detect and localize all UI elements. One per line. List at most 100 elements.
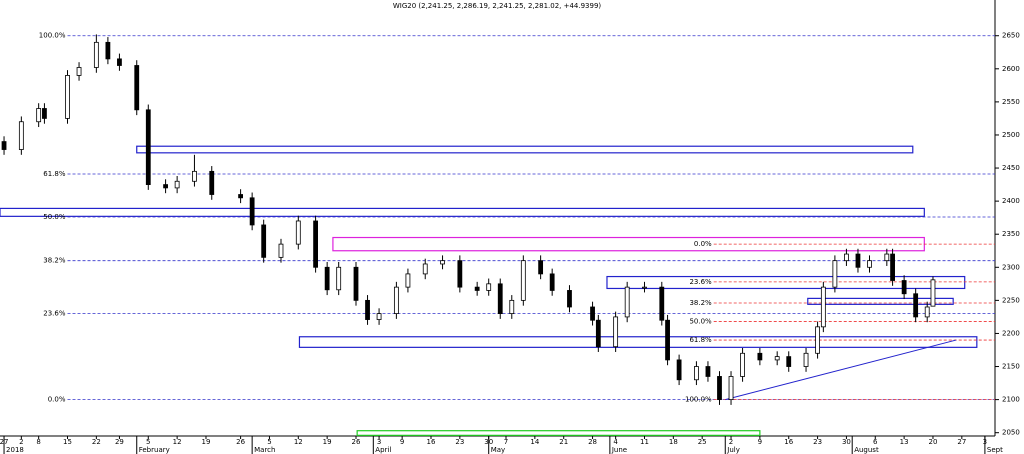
x-tick-label: 27 [957, 438, 966, 446]
fib-label: 38.2% [43, 257, 66, 265]
y-tick-label: 2550 [1002, 98, 1020, 106]
x-tick-label: 6 [873, 438, 878, 446]
candle-body [728, 376, 734, 401]
x-tick-label: 13 [900, 438, 909, 446]
fib-label: 50.0% [43, 213, 66, 221]
candle-body [249, 197, 255, 226]
x-tick-label: 19 [202, 438, 211, 446]
candle-body [192, 170, 197, 182]
x-tick-label: 9 [758, 438, 762, 446]
x-tick-label: 8 [36, 438, 40, 446]
y-tick-label: 2600 [1002, 65, 1020, 73]
x-tick-label: 20 [929, 438, 938, 446]
candle-body [590, 306, 595, 321]
candle-body [884, 253, 890, 262]
x-tick-label: 29 [115, 438, 124, 446]
trendline [725, 339, 957, 401]
zone [606, 275, 966, 290]
y-tick-label: 2350 [1002, 230, 1020, 238]
candle-body [353, 266, 359, 301]
candle-body [659, 286, 665, 321]
candle-body [365, 299, 370, 320]
x-tick-label: 2 [729, 438, 733, 446]
month-label: August [854, 446, 879, 454]
y-tick-label: 2100 [1002, 396, 1020, 404]
candle-body [76, 67, 82, 76]
candle-body [786, 356, 792, 367]
candle-body [18, 121, 24, 150]
candle-body [117, 58, 122, 66]
candle-body [520, 260, 526, 301]
candle-body [209, 170, 215, 195]
fib-label: 0.0% [694, 240, 712, 248]
candle-body [405, 273, 411, 288]
candle-body [376, 313, 382, 320]
candle-body [163, 184, 168, 189]
candle-body [261, 224, 267, 258]
candle-body [336, 266, 342, 291]
candle-body [694, 366, 699, 381]
candle-body [105, 41, 111, 60]
y-tick-label: 2250 [1002, 296, 1020, 304]
x-tick-label: 5 [146, 438, 150, 446]
x-tick-label: 30 [842, 438, 851, 446]
month-label: 2018 [6, 446, 24, 454]
y-tick-label: 2650 [1002, 32, 1020, 40]
candle-body [890, 253, 895, 281]
month-label: February [139, 446, 170, 454]
x-tick-label: 4 [613, 438, 618, 446]
candle-body [803, 352, 809, 367]
x-tick-label: 23 [813, 438, 822, 446]
candle-body [134, 65, 140, 111]
x-tick-label: 14 [530, 438, 539, 446]
month-label: June [611, 446, 627, 454]
fib-label: 23.6% [43, 310, 66, 318]
candle-body [740, 352, 745, 377]
candle-body [820, 286, 826, 328]
zone [356, 430, 761, 436]
candle-body [624, 286, 630, 318]
candle-body [913, 293, 919, 318]
candle-body [145, 109, 151, 185]
candle-body [497, 283, 503, 315]
candle-body [474, 286, 480, 291]
x-tick-label: 19 [323, 438, 332, 446]
zone [0, 207, 925, 217]
candle-body [717, 376, 722, 401]
y-tick-label: 2150 [1002, 363, 1020, 371]
candle-body [815, 326, 820, 354]
candle-body [65, 75, 70, 119]
month-label: April [375, 446, 391, 454]
x-tick-label: 12 [294, 438, 303, 446]
candle-body [832, 260, 838, 288]
y-tick-label: 2050 [1002, 429, 1020, 437]
month-label: May [491, 446, 505, 454]
candle-body [774, 356, 780, 361]
candle-body [844, 253, 849, 262]
candle-body [595, 319, 601, 348]
x-tick-label: 7 [504, 438, 508, 446]
candle-body [36, 108, 42, 123]
candle-body [930, 279, 936, 307]
fib-label: 23.6% [689, 278, 712, 286]
x-tick-label: 16 [784, 438, 793, 446]
x-tick-label: 9 [400, 438, 404, 446]
candle-body [42, 108, 47, 119]
candle-body [422, 263, 428, 275]
candle-body [93, 41, 99, 68]
candle-body [295, 220, 301, 245]
candle-body [549, 273, 555, 291]
zone [807, 297, 954, 305]
candle-body [313, 220, 319, 268]
month-label: March [254, 446, 275, 454]
candle-body [509, 299, 515, 315]
candle-body [705, 366, 711, 377]
x-tick-label: 25 [698, 438, 707, 446]
x-tick-label: 26 [236, 438, 245, 446]
candle-body [924, 306, 930, 318]
month-label: Sept [987, 446, 1003, 454]
candle-body [901, 280, 907, 295]
candle-body [324, 266, 330, 291]
x-tick-label: 21 [559, 438, 568, 446]
